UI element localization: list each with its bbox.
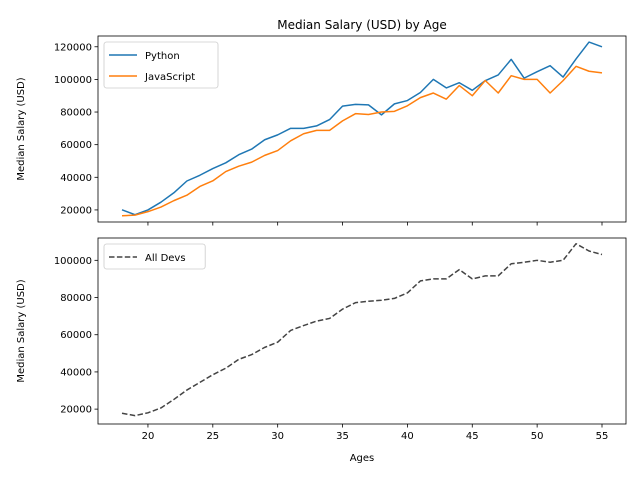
y-tick-label: 80000: [60, 293, 92, 304]
top-plot-frame: [97, 35, 627, 223]
y-tick-label: 60000: [60, 140, 92, 151]
legend-label: JavaScript: [144, 72, 195, 83]
top-chart-panel: Median Salary (USD) by Age 20000 40000 6000…: [16, 18, 627, 226]
y-tick-label: 120000: [54, 42, 92, 53]
series-line-python: [121, 41, 603, 216]
series-line-javascript: [121, 65, 603, 217]
x-tick-label: 25: [206, 431, 219, 442]
y-tick-label: 100000: [54, 75, 92, 86]
legend-label: Python: [145, 51, 180, 62]
y-tick-label: 60000: [60, 330, 92, 341]
x-tick-label: 35: [336, 431, 349, 442]
y-tick-label: 20000: [60, 205, 92, 216]
chart-title: Median Salary (USD) by Age: [277, 18, 447, 32]
y-tick-label: 20000: [60, 405, 92, 416]
series-line-all-devs: [121, 242, 603, 417]
x-tick-label: 45: [466, 431, 479, 442]
bottom-plot-frame: [97, 237, 627, 425]
y-tick-label: 100000: [54, 256, 92, 267]
x-tick-label: 50: [531, 431, 544, 442]
y-tick-label: 40000: [60, 367, 92, 378]
x-tick-label: 55: [596, 431, 609, 442]
legend-box: [103, 243, 206, 270]
x-tick-label: 20: [142, 431, 155, 442]
top-legend: Python JavaScript: [103, 41, 219, 89]
x-axis-label: Ages: [350, 453, 375, 464]
x-tick-label: 30: [271, 431, 284, 442]
bottom-series-lines: [121, 242, 603, 417]
y-axis-label: Median Salary (USD): [16, 77, 27, 180]
bottom-legend: All Devs: [103, 243, 206, 270]
y-axis-label: Median Salary (USD): [16, 279, 27, 382]
y-tick-label: 80000: [60, 108, 92, 119]
y-tick-label: 40000: [60, 173, 92, 184]
legend-label: All Devs: [145, 253, 186, 264]
x-tick-label: 40: [401, 431, 414, 442]
top-series-lines: [121, 41, 603, 217]
bottom-chart-panel: 20000 40000 60000 80000 100000 20 25 30 35 40 45 50…: [16, 237, 627, 464]
